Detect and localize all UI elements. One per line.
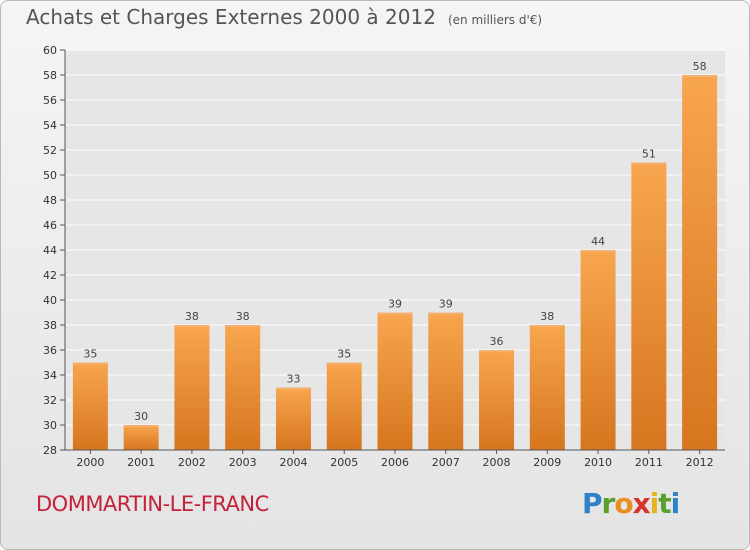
x-tick-label: 2001 (127, 456, 155, 469)
y-tick-label: 38 (43, 319, 57, 332)
x-tick-label: 2011 (635, 456, 663, 469)
data-label: 39 (439, 298, 453, 311)
x-tick-label: 2010 (584, 456, 612, 469)
x-tick-label: 2005 (330, 456, 358, 469)
data-label: 38 (185, 310, 199, 323)
bar-2000 (72, 362, 108, 450)
y-tick-label: 36 (43, 344, 57, 357)
bar-top-edge (174, 325, 210, 327)
bar-2006 (377, 312, 413, 450)
y-tick-label: 52 (43, 144, 57, 157)
y-tick-label: 34 (43, 369, 57, 382)
x-tick-label: 2006 (381, 456, 409, 469)
bars: 35 30 38 38 33 35 39 39 36 38 44 51 58 (72, 60, 718, 450)
bar-top-edge (377, 312, 413, 315)
bar-2011 (631, 162, 667, 450)
chart-title-block: Achats et Charges Externes 2000 à 2012 (e… (26, 5, 542, 29)
bar-2004 (275, 387, 311, 450)
y-tick-label: 58 (43, 69, 57, 82)
bar-top-edge (123, 425, 159, 427)
bar-top-edge (479, 350, 515, 352)
x-tick-label: 2002 (178, 456, 206, 469)
y-tick-label: 30 (43, 419, 57, 432)
chart-subtitle: (en milliers d'€) (447, 13, 543, 27)
bar-2008 (479, 350, 515, 450)
y-tick-label: 32 (43, 394, 57, 407)
x-tick-label: 2009 (533, 456, 561, 469)
bar-2003 (225, 325, 261, 450)
data-label: 35 (83, 348, 97, 361)
x-tick-label: 2007 (432, 456, 460, 469)
bar-top-edge (631, 162, 667, 165)
data-label: 51 (642, 148, 656, 161)
bar-2005 (326, 362, 362, 450)
bar-top-edge (580, 250, 616, 252)
y-tick-label: 54 (43, 119, 57, 132)
bar-top-edge (428, 312, 464, 315)
bar-top-edge (225, 325, 261, 327)
x-axis: 2000 2001 2002 2003 2004 2005 2006 2007 2008 2009… (65, 449, 725, 469)
chart-title: Achats et Charges Externes 2000 à 2012 (26, 5, 436, 29)
bar-2007 (428, 312, 464, 450)
bar-2010 (580, 250, 616, 450)
bar-top-edge (682, 75, 718, 77)
y-tick-label: 56 (43, 94, 57, 107)
x-tick-label: 2000 (76, 456, 104, 469)
bar-top-edge (72, 362, 108, 365)
commune-name: DOMMARTIN-LE-FRANC (36, 492, 269, 516)
bar-2012 (682, 75, 718, 450)
data-label: 38 (236, 310, 250, 323)
x-tick-label: 2004 (279, 456, 307, 469)
data-label: 30 (134, 410, 148, 423)
data-label: 44 (591, 235, 605, 248)
data-label: 58 (693, 60, 707, 73)
proxiti-logo[interactable]: Proxiti (582, 487, 680, 520)
bar-2001 (123, 425, 159, 450)
bar-top-edge (529, 325, 565, 327)
bar-2002 (174, 325, 210, 450)
y-tick-label: 48 (43, 194, 57, 207)
y-tick-label: 46 (43, 219, 57, 232)
x-tick-label: 2003 (229, 456, 257, 469)
bar-top-edge (326, 362, 362, 365)
data-label: 33 (286, 373, 300, 386)
y-tick-label: 28 (43, 444, 57, 457)
x-tick-label: 2008 (483, 456, 511, 469)
y-tick-label: 60 (43, 44, 57, 57)
data-label: 38 (540, 310, 554, 323)
data-label: 35 (337, 348, 351, 361)
y-tick-label: 42 (43, 269, 57, 282)
y-tick-label: 50 (43, 169, 57, 182)
data-label: 39 (388, 298, 402, 311)
data-label: 36 (490, 335, 504, 348)
y-axis: 28 30 32 34 36 38 40 42 44 46 48 50 52 54 56 58 60 (43, 44, 66, 457)
x-tick-label: 2012 (686, 456, 714, 469)
bar-2009 (529, 325, 565, 450)
bar-top-edge (275, 387, 311, 390)
y-tick-label: 44 (43, 244, 57, 257)
y-tick-label: 40 (43, 294, 57, 307)
